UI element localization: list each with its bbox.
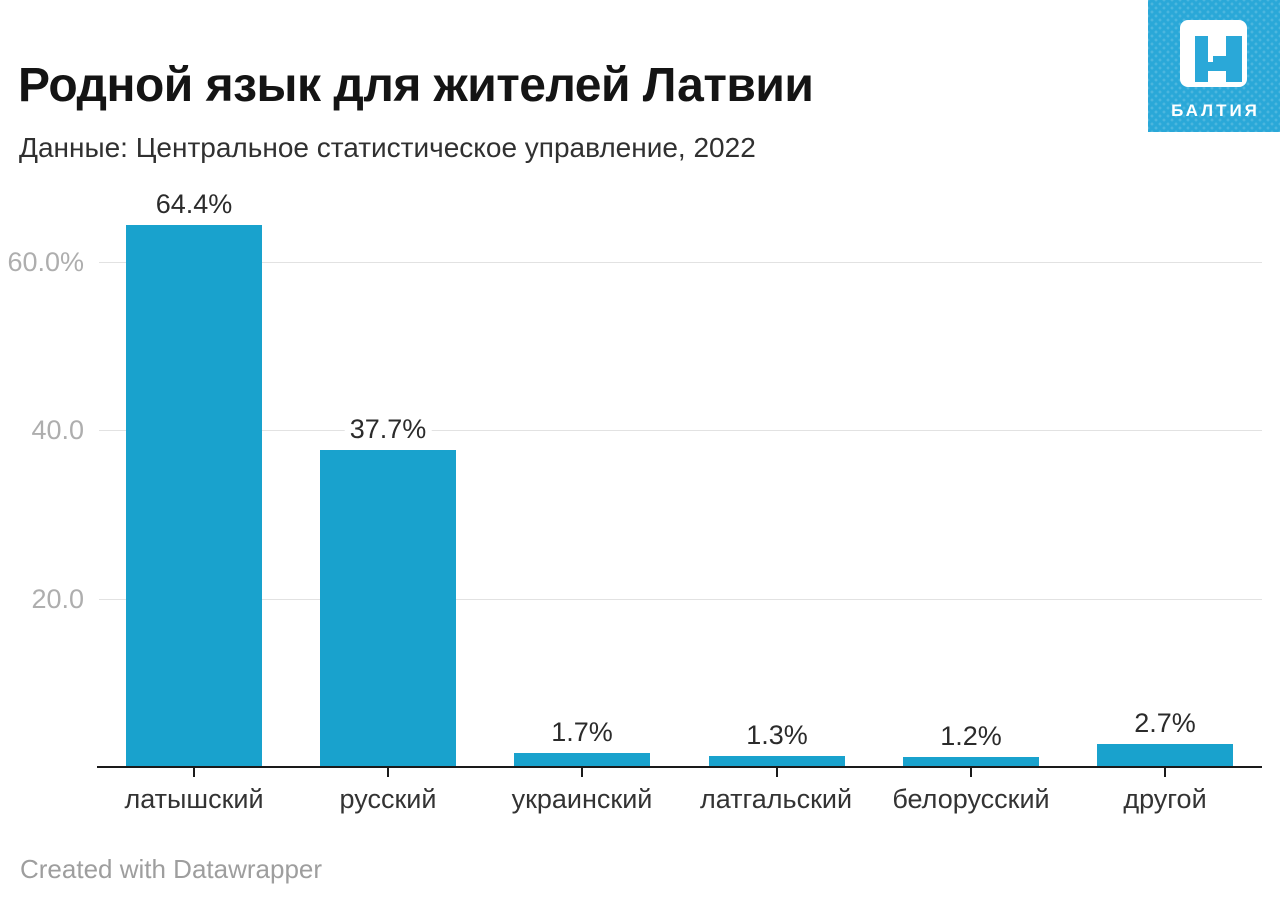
- bar-value-label: 37.7%: [344, 414, 432, 444]
- x-axis-tick: [1164, 767, 1166, 777]
- category-label: латгальский: [699, 784, 853, 814]
- category-label: латышский: [124, 784, 264, 814]
- logo-wordmark: БАЛТИЯ: [1171, 101, 1260, 120]
- bar-value-label: 1.3%: [741, 720, 813, 750]
- bar: [320, 450, 456, 767]
- gridline: [99, 599, 1262, 600]
- x-axis-tick: [776, 767, 778, 777]
- x-axis-tick: [193, 767, 195, 777]
- y-axis-tick-label: 60.0%: [7, 247, 84, 277]
- bar: [709, 756, 845, 767]
- category-label: украинский: [511, 784, 653, 814]
- gridline: [99, 430, 1262, 431]
- x-axis-tick: [581, 767, 583, 777]
- brand-logo: БАЛТИЯ: [1148, 0, 1280, 132]
- bar-value-label: 1.2%: [935, 721, 1007, 751]
- chart-subtitle: Данные: Центральное статистическое управ…: [19, 132, 756, 163]
- bar-value-label: 64.4%: [150, 189, 238, 219]
- y-axis-tick-label: 20.0: [31, 584, 84, 614]
- gridline: [99, 262, 1262, 263]
- page-title: Родной язык для жителей Латвии: [18, 59, 814, 112]
- ng-monogram-icon: [1180, 20, 1247, 87]
- category-label: белорусский: [892, 784, 1050, 814]
- x-axis-line: [97, 766, 1262, 768]
- y-axis-tick-label: 40.0: [31, 415, 84, 445]
- category-label: русский: [339, 784, 437, 814]
- bar: [514, 753, 650, 767]
- x-axis-tick: [387, 767, 389, 777]
- bar: [903, 757, 1039, 767]
- x-axis-tick: [970, 767, 972, 777]
- bar: [1097, 744, 1233, 767]
- datawrapper-credit-link[interactable]: Created with Datawrapper: [20, 854, 323, 884]
- bar: [126, 225, 262, 767]
- bar-value-label: 1.7%: [546, 717, 618, 747]
- bar-value-label: 2.7%: [1129, 708, 1201, 738]
- category-label: другой: [1123, 784, 1207, 814]
